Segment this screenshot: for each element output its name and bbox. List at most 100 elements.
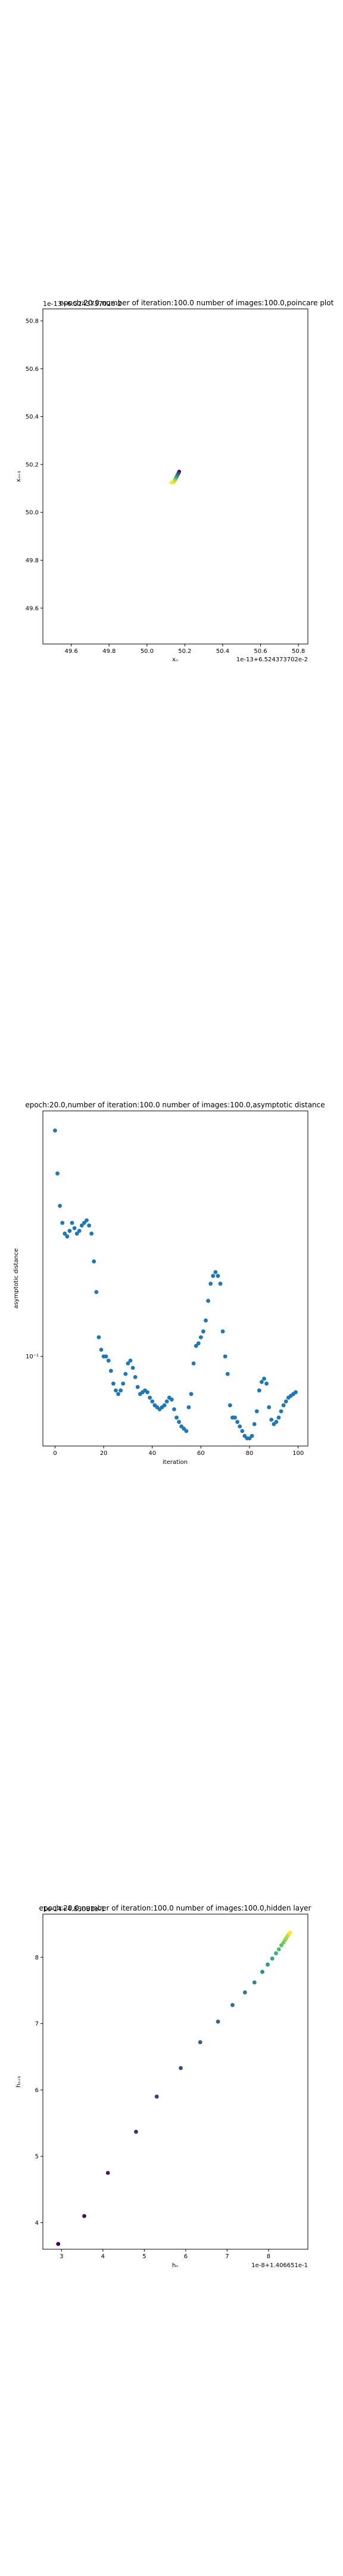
data-point (252, 1422, 257, 1426)
data-point (119, 1388, 123, 1393)
data-point (270, 1956, 275, 1961)
y-axis-label: hₙ₊₁ (15, 2076, 22, 2088)
data-point (121, 1381, 126, 1386)
x-tick-label: 4 (101, 2253, 105, 2260)
data-point (216, 1274, 220, 1278)
x-tick-label: 5 (142, 2253, 146, 2260)
asymptotic-distance-plot: epoch:20.0,number of iteration:100.0 num… (13, 1101, 325, 1466)
data-point (264, 1381, 269, 1386)
data-point (123, 1371, 128, 1376)
poincare-plot: epoch:20.0,number of iteration:100.0 num… (15, 299, 334, 663)
data-point (267, 1405, 272, 1410)
y-axis-label: xₙ₊₁ (15, 470, 22, 482)
data-point (135, 1385, 140, 1389)
data-point (174, 1415, 179, 1420)
data-point (130, 1366, 135, 1370)
data-point (208, 1281, 213, 1286)
chart-overlay-text: 1e-13+6.524373702e-2 (43, 300, 121, 308)
x-axis-label: hₙ (172, 2262, 178, 2269)
data-point (126, 1361, 130, 1366)
x-axis-offset-label: 1e-13+6.524373702e-2 (236, 657, 308, 663)
x-axis-label: iteration (163, 1459, 188, 1466)
y-tick-label: 50.4 (26, 414, 39, 420)
y-tick-label: 5 (35, 2154, 39, 2160)
tick-group: 49.6 49.8 50.0 50.2 50.4 50.6 50.8 49.6 49.8 50.0… (26, 318, 305, 655)
data-point (63, 1231, 67, 1236)
data-point (53, 1128, 57, 1133)
x-tick-label: 20 (100, 1450, 108, 1457)
data-point (99, 1348, 104, 1352)
data-point (260, 1380, 264, 1384)
plot-frame (42, 1110, 308, 1447)
data-point (281, 1403, 286, 1408)
data-point (105, 2171, 110, 2175)
y-tick-label: 10⁻¹ (26, 1354, 39, 1360)
data-point (189, 1392, 194, 1397)
x-tick-label: 8 (267, 2253, 270, 2260)
data-point (169, 1397, 174, 1402)
x-tick-label: 50.2 (178, 648, 191, 655)
x-tick-label: 50.0 (141, 648, 154, 655)
data-point (70, 1221, 74, 1225)
data-point (283, 1399, 288, 1404)
x-tick-label: 49.6 (65, 648, 78, 655)
data-point (242, 1433, 247, 1438)
data-point (252, 1980, 257, 1985)
x-tick-label: 3 (60, 2253, 63, 2260)
data-point (89, 1231, 94, 1236)
x-axis-label: xₙ (172, 657, 178, 663)
x-tick-label: 50.4 (216, 648, 229, 655)
data-point (82, 2213, 86, 2218)
data-point (60, 1221, 65, 1225)
data-point (279, 1409, 283, 1414)
x-tick-label: 50.6 (254, 648, 267, 655)
data-point (242, 1990, 247, 1995)
y-tick-label: 50.0 (26, 510, 39, 516)
data-point (274, 1951, 278, 1956)
data-point (240, 1429, 245, 1433)
data-point (108, 1368, 113, 1373)
data-point (250, 1433, 254, 1438)
data-point (276, 1415, 281, 1420)
y-tick-label: 49.6 (26, 605, 39, 612)
data-point (225, 1371, 230, 1376)
data-point (134, 2129, 138, 2134)
data-point (154, 2094, 159, 2099)
y-tick-label: 49.8 (26, 558, 39, 564)
data-point (227, 1403, 232, 1408)
y-tick-label: 7 (35, 2021, 39, 2027)
x-tick-label: 49.8 (102, 648, 116, 655)
data-point (191, 1361, 196, 1366)
data-point (92, 1259, 96, 1264)
data-point (85, 1218, 89, 1222)
data-point (148, 1395, 152, 1400)
chart-title: epoch:20.0,number of iteration:100.0 num… (60, 299, 334, 307)
data-point (79, 1223, 84, 1228)
data-point (179, 2066, 183, 2070)
x-axis-offset-label: 1e-8+1.406651e-1 (251, 2262, 308, 2269)
data-point (198, 2040, 202, 2045)
data-point (204, 1318, 208, 1323)
data-point (201, 1329, 205, 1334)
data-point (72, 1226, 77, 1231)
data-point (235, 1420, 240, 1424)
data-point (269, 1417, 274, 1422)
data-point (196, 1341, 201, 1346)
x-tick-label: 100 (292, 1450, 304, 1457)
data-point (150, 1399, 155, 1404)
y-tick-label: 8 (35, 1955, 39, 1961)
data-point (164, 1399, 169, 1404)
data-point (77, 1228, 82, 1233)
data-point (220, 1329, 225, 1334)
data-point (266, 1962, 270, 1967)
tick-group: 0 20 40 60 80 100 10⁻¹ (26, 1354, 304, 1457)
y-tick-label: 50.2 (26, 462, 39, 468)
y-tick-label: 4 (35, 2220, 39, 2227)
chart-title: epoch:20.0,number of iteration:100.0 num… (39, 1904, 311, 1912)
data-point (74, 1231, 79, 1236)
data-point (65, 1234, 70, 1239)
data-point (294, 1390, 298, 1395)
plot-frame (42, 308, 308, 645)
